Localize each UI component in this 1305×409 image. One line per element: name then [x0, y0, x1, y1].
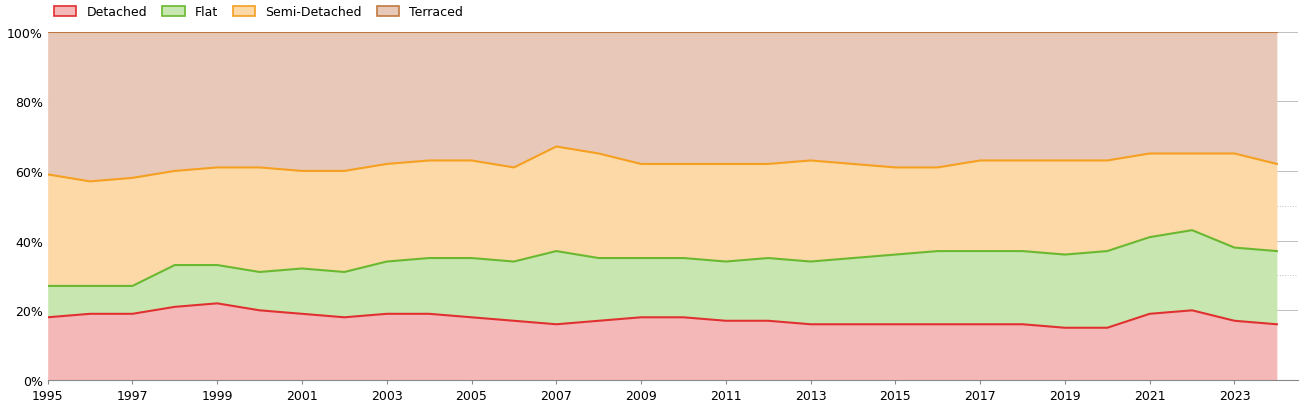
Legend: Detached, Flat, Semi-Detached, Terraced: Detached, Flat, Semi-Detached, Terraced: [54, 6, 463, 19]
